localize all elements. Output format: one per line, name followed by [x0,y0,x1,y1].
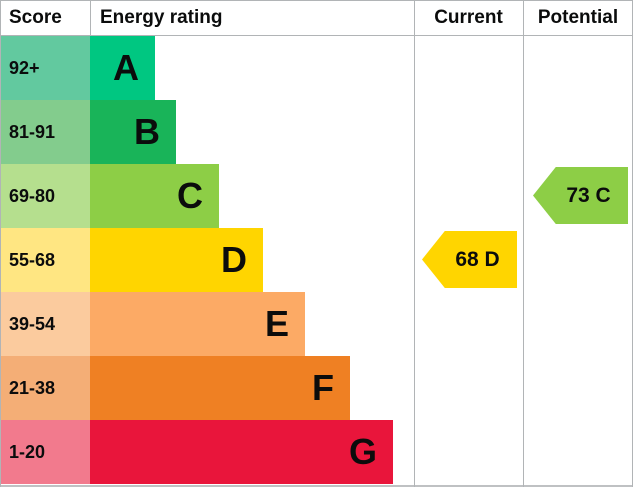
band-row: 55-68 D [0,228,633,292]
header-bottom-border [0,35,633,36]
score-column-divider [90,1,91,35]
band-rows: 92+ A 81-91 B 69-80 C 55-68 D 39-54 E 21… [0,36,633,484]
band-score-range: 21-38 [0,356,90,420]
band-letter: A [113,47,139,88]
header-potential: Potential [537,7,619,28]
band-bar: A [90,36,155,100]
potential-column-divider [523,0,524,487]
band-letter: B [134,111,160,152]
band-row: 81-91 B [0,100,633,164]
table-top-border [0,0,633,1]
potential-rating-arrow: 73 C [533,167,628,224]
band-letter: F [312,367,334,408]
current-rating-label: 68 D [455,247,500,271]
band-score-range: 92+ [0,36,90,100]
band-score-range: 55-68 [0,228,90,292]
band-score-range: 1-20 [0,420,90,484]
band-row: 92+ A [0,36,633,100]
header-energy-rating: Energy rating [100,7,223,28]
band-letter: E [264,303,289,344]
current-rating-arrow: 68 D [422,231,517,288]
band-row: 39-54 E [0,292,633,356]
band-bar: B [90,100,176,164]
header-row: Score Energy rating Current Potential [0,1,633,35]
band-letter: G [348,431,377,472]
band-row: 69-80 C [0,164,633,228]
band-letter: D [221,239,247,280]
band-row: 1-20 G [0,420,633,484]
band-bar: F [90,356,350,420]
band-score-range: 81-91 [0,100,90,164]
header-score: Score [9,7,62,28]
current-column-divider [414,0,415,487]
header-current: Current [434,7,503,28]
table-bottom-border [0,485,633,487]
band-bar: E [90,292,305,356]
band-bar: G [90,420,393,484]
band-score-range: 39-54 [0,292,90,356]
band-letter: C [177,175,203,216]
potential-rating-label: 73 C [566,183,611,207]
table-left-border [0,0,1,487]
band-bar: C [90,164,219,228]
band-row: 21-38 F [0,356,633,420]
band-score-range: 69-80 [0,164,90,228]
band-bar: D [90,228,263,292]
